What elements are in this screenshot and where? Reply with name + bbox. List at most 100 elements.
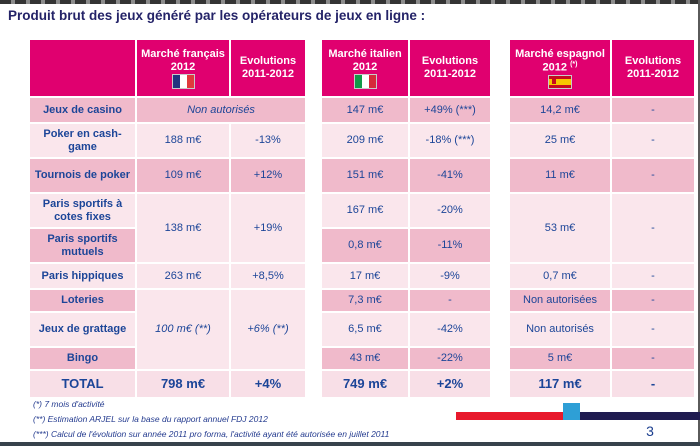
total-row: 749 m€ +2% [320,369,492,399]
table-row: 0,8 m€ -11% [320,227,492,264]
row-label-paris-mutuels: Paris sportifs mutuels [28,227,137,264]
total-row: 117 m€ - [508,369,696,399]
table-row: 17 m€ -9% [320,262,492,290]
table-row: 5 m€ - [508,346,696,371]
header-row: Marché français 2012 Evolutions 2011-201… [28,38,307,98]
spain-bingo-evolution: - [610,346,696,371]
france-tournois-value: 109 m€ [135,157,231,194]
france-market-header: Marché français 2012 [135,38,231,98]
row-label-casino: Jeux de casino [28,96,137,124]
table-row: Loteries 100 m€ (**) +6% (**) [28,288,307,371]
spain-bingo-value: 5 m€ [508,346,612,371]
italy-poker-cash-value: 209 m€ [320,122,410,159]
spain-tournois-evolution: - [610,157,696,194]
france-paris-sportifs-evolution: +19% [229,192,307,264]
footnotes: (*) 7 mois d'activité (**) Estimation AR… [33,397,389,442]
spain-paris-sportifs-evolution: - [610,192,696,264]
spain-tournois-value: 11 m€ [508,157,612,194]
table-row: 147 m€ +49% (***) [320,96,492,124]
france-loteries-grattage-bingo-value: 100 m€ (**) [135,288,231,371]
italy-bingo-evolution: -22% [408,346,492,371]
italy-casino-value: 147 m€ [320,96,410,124]
table-row: 11 m€ - [508,157,696,194]
table-row: 53 m€ - [508,192,696,264]
footer-bar-navy-segment [571,412,700,420]
spain-loteries-evolution: - [610,288,696,313]
table-row: 14,2 m€ - [508,96,696,124]
spain-flag-icon [548,75,572,90]
spain-total-evolution: - [610,369,696,399]
italy-flag-icon [353,74,377,90]
footnote-1: (*) 7 mois d'activité [33,399,105,409]
page-title: Produit brut des jeux généré par les opé… [8,8,426,23]
total-row: TOTAL 798 m€ +4% [28,369,307,399]
spain-poker-cash-evolution: - [610,122,696,159]
italy-table: Marché italien 2012 Evolutions 2011-2012… [320,38,492,399]
spain-casino-evolution: - [610,96,696,124]
italy-paris-fixes-value: 167 m€ [320,192,410,229]
italy-casino-evolution: +49% (***) [408,96,492,124]
corner-cell [28,38,137,98]
row-label-total: TOTAL [28,369,137,399]
table-row: 6,5 m€ -42% [320,311,492,348]
italy-tournois-value: 151 m€ [320,157,410,194]
row-label-bingo: Bingo [28,346,137,371]
table-row: Tournois de poker 109 m€ +12% [28,157,307,194]
spain-loteries-value: Non autorisées [508,288,612,313]
italy-loteries-value: 7,3 m€ [320,288,410,313]
table-row: 167 m€ -20% [320,192,492,229]
italy-paris-mutuels-evolution: -11% [408,227,492,264]
slide-right-border [698,0,700,446]
spain-casino-value: 14,2 m€ [508,96,612,124]
slide-bottom-border [0,442,700,446]
row-label-hippiques: Paris hippiques [28,262,137,290]
italy-loteries-evolution: - [408,288,492,313]
france-loteries-grattage-bingo-evolution: +6% (**) [229,288,307,371]
table-row: Jeux de grattage [28,311,306,348]
table-row: 25 m€ - [508,122,696,159]
row-label-grattage: Jeux de grattage [28,311,137,348]
france-paris-sportifs-value: 138 m€ [135,192,231,264]
italy-poker-cash-evolution: -18% (***) [408,122,492,159]
france-total-value: 798 m€ [135,369,231,399]
france-hippiques-evolution: +8,5% [229,262,307,290]
italy-hippiques-value: 17 m€ [320,262,410,290]
slide-top-border [0,0,700,4]
table-row: 43 m€ -22% [320,346,492,371]
italy-market-header: Marché italien 2012 [320,38,410,98]
spain-total-value: 117 m€ [508,369,612,399]
italy-grattage-evolution: -42% [408,311,492,348]
spain-market-label: Marché espagnol 2012 (*) [515,47,605,74]
row-label-tournois: Tournois de poker [28,157,137,194]
table-row: Jeux de casino Non autorisés [28,96,307,124]
italy-market-label: Marché italien 2012 [328,47,402,73]
page-number: 3 [646,423,654,439]
italy-grattage-value: 6,5 m€ [320,311,410,348]
france-total-evolution: +4% [229,369,307,399]
table-row: 7,3 m€ - [320,288,492,313]
spain-poker-cash-value: 25 m€ [508,122,612,159]
spain-hippiques-value: 0,7 m€ [508,262,612,290]
footnote-2: (**) Estimation ARJEL sur la base du rap… [33,414,268,424]
italy-evolutions-header: Evolutions 2011-2012 [408,38,492,98]
table-row: 209 m€ -18% (***) [320,122,492,159]
table-row: Non autorisés - [508,311,696,348]
italy-total-value: 749 m€ [320,369,410,399]
spain-hippiques-evolution: - [610,262,696,290]
footnote-3: (***) Calcul de l'évolution sur année 20… [33,429,390,439]
france-poker-cash-evolution: -13% [229,122,307,159]
table-row: 0,7 m€ - [508,262,696,290]
france-market-label: Marché français 2012 [141,47,225,73]
table-row: 151 m€ -41% [320,157,492,194]
spain-market-header: Marché espagnol 2012 (*) [508,38,612,98]
france-hippiques-value: 263 m€ [135,262,231,290]
spain-paris-sportifs-value: 53 m€ [508,192,612,264]
footer-bar-blue-marker [563,403,580,420]
spain-grattage-value: Non autorisés [508,311,612,348]
italy-tournois-evolution: -41% [408,157,492,194]
france-poker-cash-value: 188 m€ [135,122,231,159]
row-label-paris-fixes: Paris sportifs à cotes fixes [28,192,137,229]
spain-grattage-evolution: - [610,311,696,348]
table-row: Paris sportifs mutuels [28,227,306,264]
table-row: Poker en cash-game 188 m€ -13% [28,122,307,159]
